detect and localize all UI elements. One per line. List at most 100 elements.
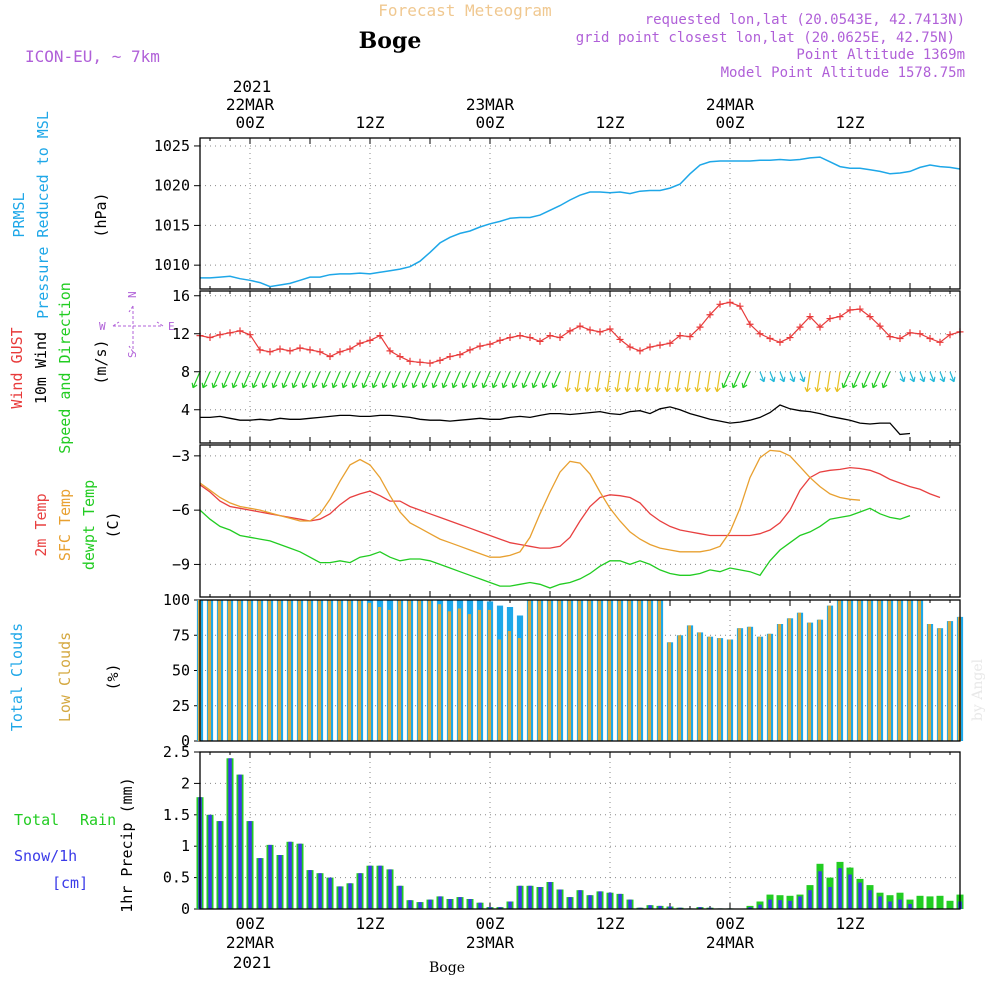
wind-direction-arrow (871, 371, 881, 389)
wind-direction-arrow (331, 371, 341, 389)
gust-marker (586, 326, 594, 334)
bottom-time-label: 12Z (836, 914, 865, 933)
wind-direction-arrow (721, 371, 731, 389)
wind-direction-arrow (584, 371, 591, 393)
rain-bar (936, 895, 944, 909)
low-cloud-bar (677, 635, 681, 742)
wind-direction-arrow (644, 371, 651, 393)
y-tick-label: 1015 (154, 216, 190, 234)
low-cloud-bar (737, 628, 741, 741)
snow-bar (808, 890, 812, 909)
wind-direction-arrow (899, 371, 906, 383)
wind-direction-arrow (919, 371, 926, 383)
y-tick-label: 8 (181, 363, 190, 381)
gust-marker (626, 343, 634, 351)
snow-bar (278, 855, 282, 909)
wind-direction-arrow (574, 371, 581, 393)
low-cloud-bar (617, 600, 621, 741)
low-cloud-bar (577, 600, 581, 741)
y-tick-label: −9 (172, 555, 190, 573)
snow-bar (678, 907, 682, 909)
gust-marker (486, 340, 494, 348)
snow-bar (768, 899, 772, 909)
low-cloud-bar (807, 622, 811, 741)
snow-bar (848, 874, 852, 909)
low-cloud-bar (687, 625, 691, 741)
bottom-date-label: 22MAR (226, 933, 275, 952)
gust-marker (736, 302, 744, 310)
wind-direction-arrow (191, 371, 201, 389)
low-cloud-bar (507, 631, 511, 741)
gust-marker (276, 345, 284, 353)
low-cloud-bar (367, 602, 371, 741)
low-cloud-bar (567, 600, 571, 741)
y-tick-label: 1020 (154, 177, 190, 195)
y-tick-label: 2 (181, 774, 190, 792)
snow-bar (908, 904, 912, 909)
bottom-date-label: 23MAR (466, 933, 515, 952)
model-point-altitude: Model Point Altitude 1578.75m (721, 65, 965, 81)
gust-marker (656, 341, 664, 349)
gust-marker (676, 332, 684, 340)
wind-direction-arrow (731, 371, 741, 389)
panel-border (199, 137, 961, 290)
gust-marker (886, 333, 894, 341)
y-tick-label: −6 (172, 501, 190, 519)
bottom-year-label: 2021 (233, 953, 272, 972)
bottom-time-label: 00Z (476, 914, 505, 933)
gust-marker (596, 328, 604, 336)
gust-marker (256, 346, 264, 354)
snow-unit: [cm] (52, 874, 88, 892)
low-cloud-bar (407, 600, 411, 741)
wind-direction-arrow (501, 371, 511, 389)
snow-bar (828, 887, 832, 909)
compass-arrows (112, 305, 164, 353)
wind-direction-arrow (769, 371, 776, 383)
snow-bar (638, 907, 642, 909)
low-cloud-bar (867, 600, 871, 741)
low-clouds-label: Low Clouds (56, 632, 74, 722)
low-cloud-bar (517, 638, 521, 741)
low-cloud-bar (717, 638, 721, 741)
snow-bar (488, 907, 492, 909)
wind-direction-arrow (491, 371, 501, 389)
low-cloud-bar (667, 642, 671, 741)
snow-bar (758, 904, 762, 909)
gust-marker (236, 327, 244, 335)
snow-bar (518, 885, 522, 909)
gust-marker (666, 339, 674, 347)
temperature-axis-labels: 2m Temp SFC Temp dewpt Temp (C) (32, 480, 122, 570)
snow-bar (748, 907, 752, 909)
low-cloud-bar (917, 600, 921, 741)
y-tick-label: 16 (172, 287, 190, 305)
gust-marker (836, 313, 844, 321)
snow-bar (378, 865, 382, 909)
dewpt-line (199, 507, 911, 589)
bottom-time-label: 12Z (596, 914, 625, 933)
low-cloud-bar (417, 600, 421, 741)
wind-direction-arrow (231, 371, 241, 389)
y-tick-label: 1.5 (163, 806, 190, 824)
low-cloud-bar (267, 600, 271, 741)
low-cloud-bar (237, 600, 241, 741)
wind-direction-arrow (351, 371, 361, 389)
snow-bar (328, 877, 332, 909)
low-cloud-bar (757, 636, 761, 741)
gust-marker (726, 298, 734, 306)
total-clouds-label: Total Clouds (8, 623, 26, 731)
gust-marker (616, 335, 624, 343)
wind-direction-arrow (511, 371, 521, 389)
gust-marker (946, 331, 954, 339)
temp-unit: (C) (104, 511, 122, 538)
wind-direction-arrow (401, 371, 411, 389)
y-tick-label: 2.5 (163, 743, 190, 761)
rain-bar (916, 895, 924, 909)
point-altitude: Point Altitude 1369m (796, 47, 965, 63)
gust-marker (876, 322, 884, 330)
snow-bar (878, 896, 882, 909)
gust-marker (916, 330, 924, 338)
wind-direction-arrow (704, 371, 711, 393)
pressure-line (200, 156, 961, 288)
low-cloud-bar (437, 604, 441, 741)
